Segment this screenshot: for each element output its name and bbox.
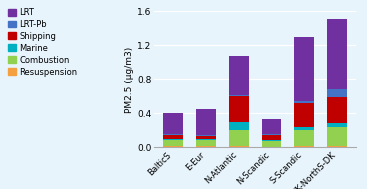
Bar xyxy=(229,96,248,122)
Bar xyxy=(196,140,216,146)
Bar xyxy=(163,140,183,146)
Bar xyxy=(327,19,347,89)
Legend: LRT, LRT-Pb, Shipping, Marine, Combustion, Resuspension: LRT, LRT-Pb, Shipping, Marine, Combustio… xyxy=(8,8,78,77)
Bar xyxy=(262,141,281,147)
Bar xyxy=(294,127,314,130)
Bar xyxy=(229,130,248,146)
Bar xyxy=(196,139,216,140)
Bar xyxy=(327,123,347,127)
Bar xyxy=(229,122,248,130)
Bar xyxy=(229,146,248,147)
Bar xyxy=(262,134,281,135)
Bar xyxy=(294,130,314,146)
Bar xyxy=(294,101,314,103)
Y-axis label: PM2.5 (μg/m3): PM2.5 (μg/m3) xyxy=(125,46,134,112)
Bar xyxy=(229,95,248,96)
Bar xyxy=(262,135,281,140)
Bar xyxy=(229,57,248,95)
Bar xyxy=(327,97,347,123)
Bar xyxy=(327,89,347,97)
Bar xyxy=(196,109,216,135)
Bar xyxy=(196,136,216,139)
Bar xyxy=(163,113,183,134)
Bar xyxy=(327,127,347,146)
Bar xyxy=(163,139,183,140)
Bar xyxy=(163,146,183,147)
Bar xyxy=(196,146,216,147)
Bar xyxy=(262,140,281,141)
Bar xyxy=(163,134,183,135)
Bar xyxy=(163,135,183,139)
Bar xyxy=(262,119,281,134)
Bar xyxy=(327,146,347,147)
Bar xyxy=(294,103,314,127)
Bar xyxy=(294,37,314,101)
Bar xyxy=(196,135,216,136)
Bar xyxy=(294,146,314,147)
